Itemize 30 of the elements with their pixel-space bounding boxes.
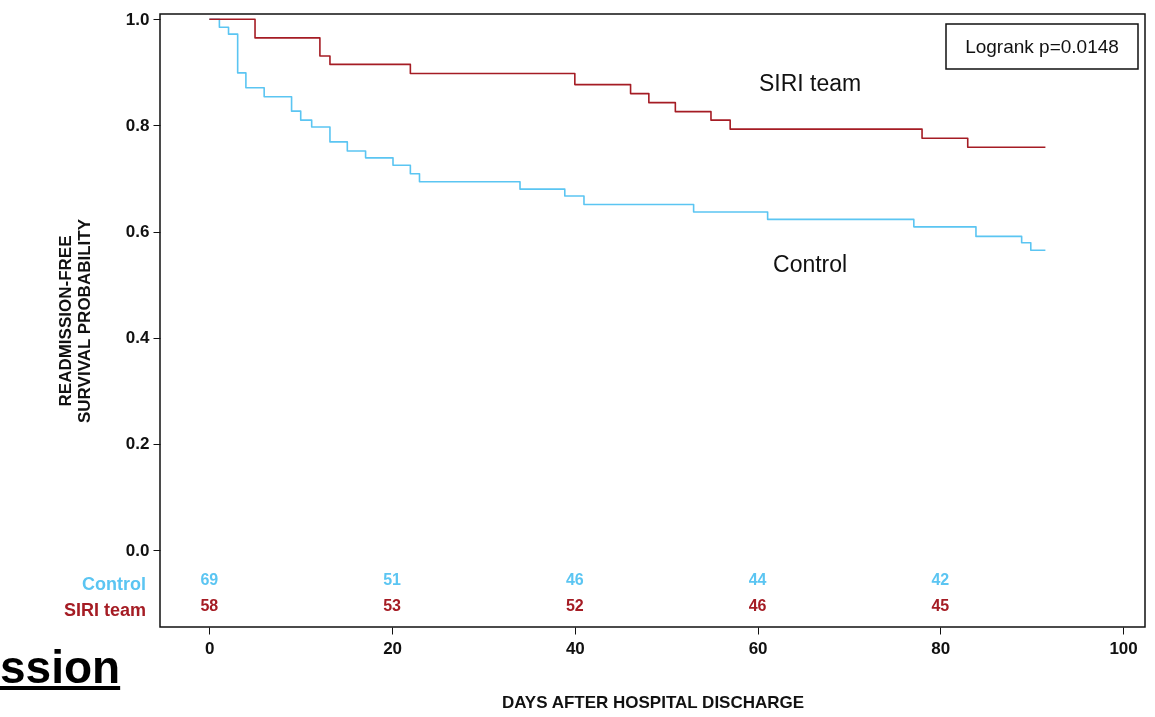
annotation: 58 [200,597,219,614]
annotation: 46 [748,597,767,614]
y-tick-label: 0.8 [125,115,150,135]
x-tick-label: 40 [565,638,585,658]
annotation: 51 [383,571,402,588]
text: Control [82,574,146,594]
annotation: 46 [565,571,584,588]
y-tick-label: 1.0 [125,9,150,29]
annotation: Logrank p=0.0148 [965,36,1119,57]
x-tick-label: 80 [931,638,951,658]
x-tick-label: 20 [383,638,403,658]
text: SIRI team [63,600,146,620]
annotation: 53 [383,597,402,614]
y-tick-label: 0.2 [125,434,150,454]
annotation: 45 [931,597,950,614]
series-label: SIRI team [758,70,862,97]
x-axis-title: DAYS AFTER HOSPITAL DISCHARGE [501,692,805,712]
annotation: 44 [748,571,767,588]
x-tick-label: 100 [1109,638,1138,658]
y-tick-label: 0.4 [125,328,151,348]
y-tick-label: 0.6 [125,222,150,242]
annotation: 42 [931,571,950,588]
annotation: 52 [565,597,584,614]
series-label: Control [773,250,848,277]
y-tick-label: 0.0 [125,540,150,560]
annotation: 69 [200,571,219,588]
y-axis-title: READMISSION-FREE SURVIVAL PROBABILITY [55,218,94,424]
x-tick-label: 60 [748,638,768,658]
x-tick-label: 0 [205,638,215,658]
text: ssion [0,641,121,693]
